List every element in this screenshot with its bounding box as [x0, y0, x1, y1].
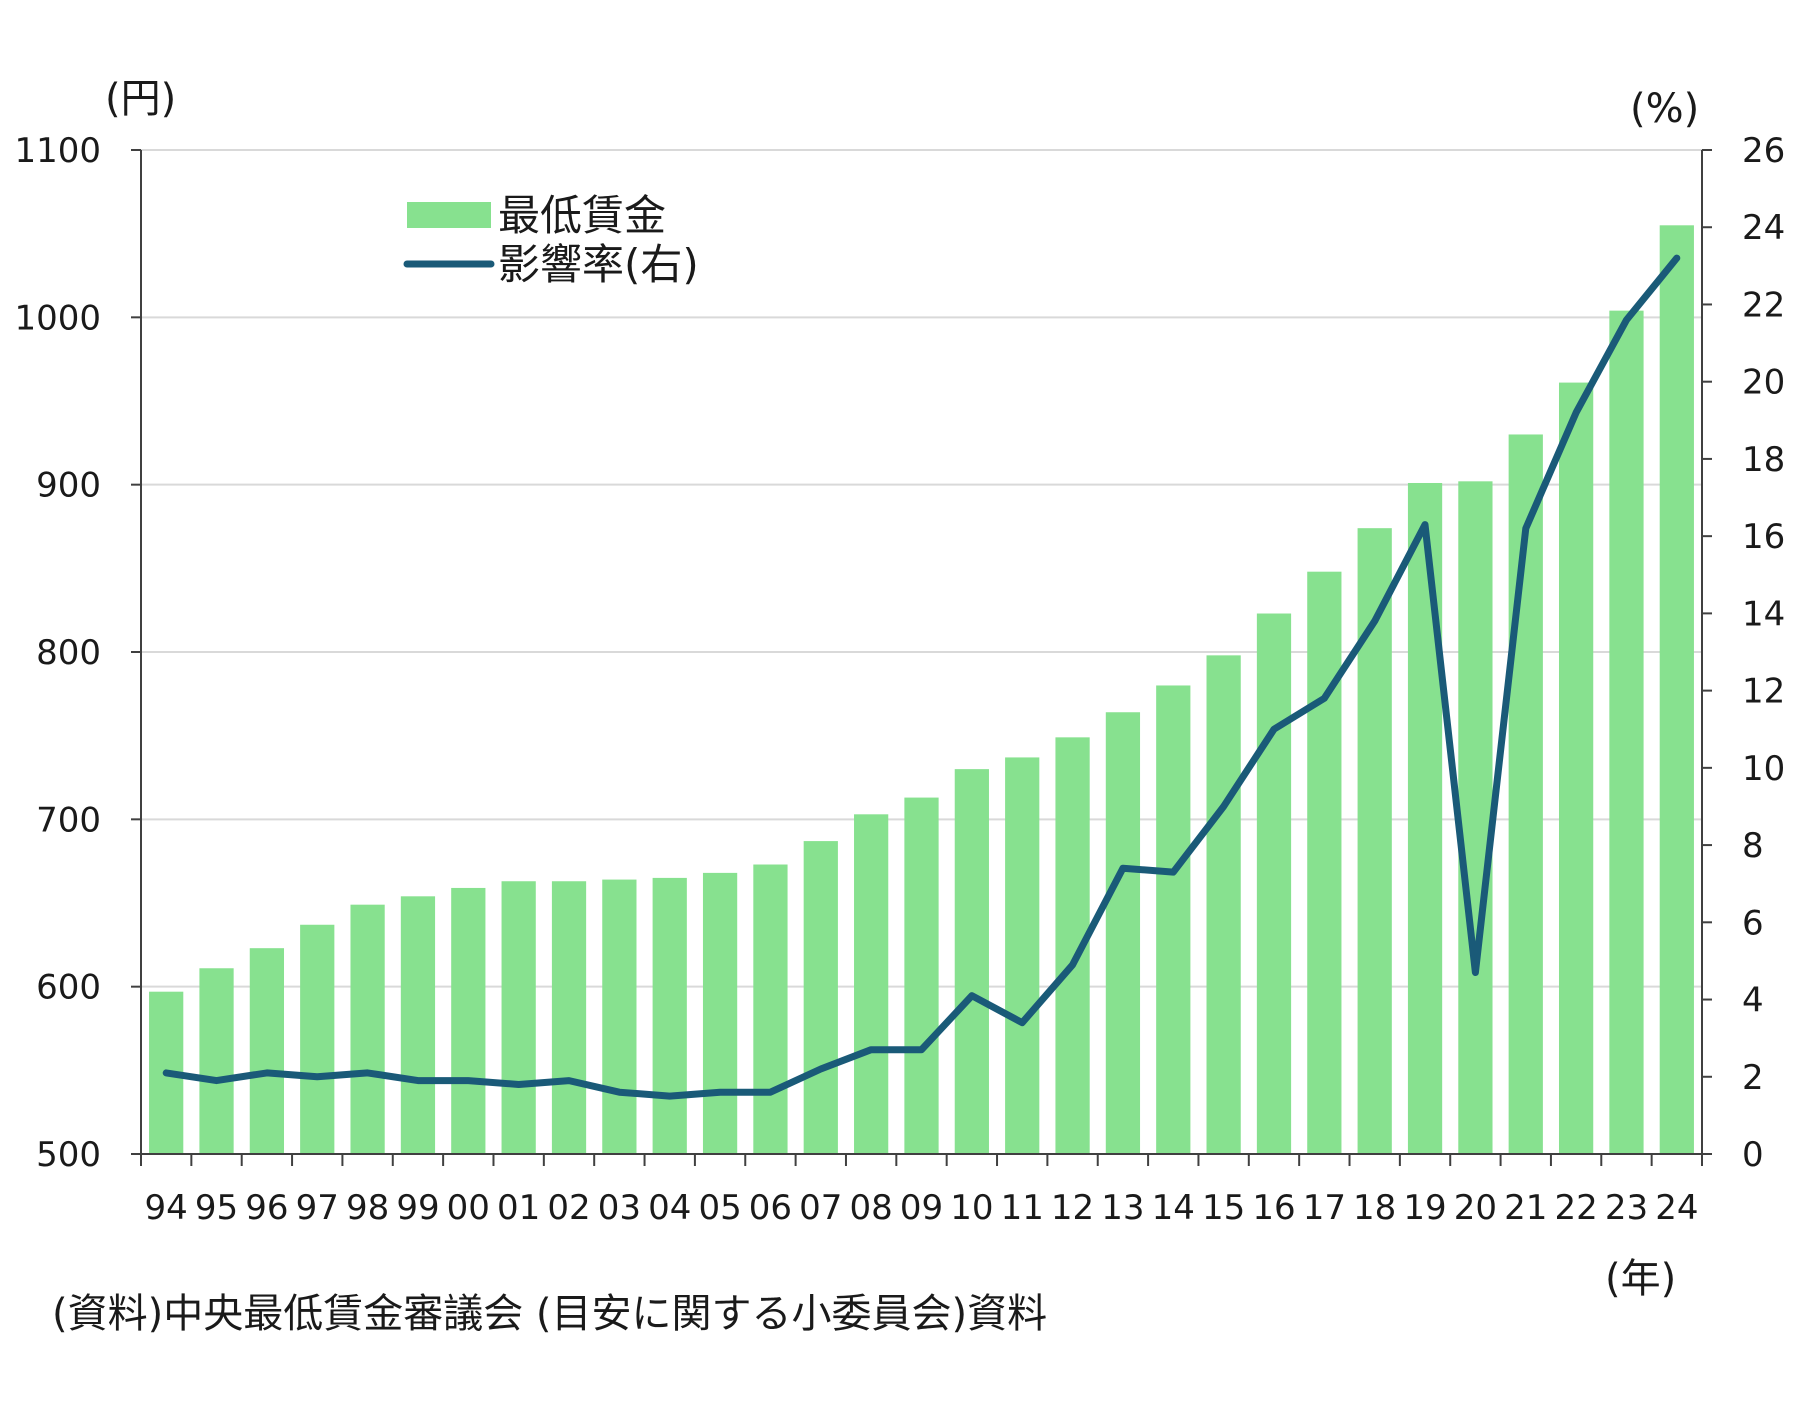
bar-series [149, 225, 1694, 1155]
right-tick-label: 8 [1742, 826, 1764, 866]
right-tick-label: 18 [1742, 440, 1785, 480]
left-tick-label: 600 [36, 968, 101, 1008]
left-axis-unit: (円) [105, 76, 176, 122]
bar [1256, 613, 1292, 1154]
left-tick-label: 1100 [14, 131, 101, 171]
line-series [162, 254, 1681, 1100]
bar [753, 864, 788, 1154]
left-axis-ticks: 500 600 700 800 900 1000 1100 [14, 131, 101, 1175]
bar [400, 896, 436, 1154]
x-tick-label: 14 [1152, 1188, 1195, 1228]
x-tick-label: 03 [598, 1188, 641, 1228]
x-tick-label: 06 [749, 1188, 792, 1228]
legend-line-label: 影響率(右) [498, 240, 699, 289]
x-tick-label: 22 [1554, 1188, 1597, 1228]
legend: 最低賃金 影響率(右) [403, 191, 699, 289]
x-tick-label: 21 [1504, 1188, 1547, 1228]
right-tick-label: 22 [1742, 285, 1785, 325]
bar [451, 887, 486, 1154]
left-tick-label: 700 [36, 800, 101, 840]
x-tick-label: 11 [1001, 1188, 1044, 1228]
impact-rate-line [162, 254, 1681, 1100]
x-tick-label: 10 [950, 1188, 993, 1228]
x-tick-label: 24 [1655, 1188, 1698, 1228]
right-tick-label: 0 [1742, 1135, 1764, 1175]
bar [501, 881, 536, 1154]
bar [1005, 757, 1040, 1154]
x-tick-label: 97 [296, 1188, 339, 1228]
right-tick-label: 16 [1742, 517, 1785, 557]
right-tick-label: 26 [1742, 131, 1785, 171]
bar [350, 904, 385, 1154]
right-tick-label: 6 [1742, 903, 1764, 943]
bar [551, 881, 587, 1154]
left-tick-label: 800 [36, 633, 101, 673]
x-tick-label: 20 [1454, 1188, 1497, 1228]
x-tick-label: 23 [1605, 1188, 1648, 1228]
bar [1659, 225, 1694, 1155]
right-tick-label: 10 [1742, 749, 1785, 789]
bar [904, 797, 939, 1154]
x-tick-label: 98 [346, 1188, 389, 1228]
bar [854, 814, 889, 1154]
right-tick-label: 24 [1742, 208, 1785, 248]
bar [803, 841, 838, 1154]
bar [300, 924, 335, 1154]
bar [954, 769, 989, 1154]
bar [652, 877, 687, 1154]
right-axis-unit: (%) [1630, 86, 1699, 132]
x-tick-label: 02 [547, 1188, 590, 1228]
x-tick-label: 16 [1252, 1188, 1295, 1228]
right-tick-label: 20 [1742, 363, 1785, 403]
x-tick-label: 17 [1303, 1188, 1346, 1228]
legend-bar-label: 最低賃金 [498, 191, 666, 240]
x-tick-label: 05 [698, 1188, 741, 1228]
left-tick-label: 1000 [14, 298, 101, 338]
legend-bar-swatch [407, 202, 491, 228]
bar [1156, 685, 1191, 1154]
right-tick-label: 2 [1742, 1058, 1764, 1098]
bar [1105, 712, 1141, 1154]
bar [1458, 481, 1493, 1154]
x-tick-label: 99 [396, 1188, 439, 1228]
right-tick-label: 4 [1742, 981, 1764, 1021]
bar [602, 879, 637, 1154]
left-tick-label: 900 [36, 466, 101, 506]
bar [1558, 382, 1594, 1154]
bar [199, 968, 234, 1154]
bar [1407, 482, 1443, 1154]
source-note: (資料)中央最低賃金審議会 (目安に関する小委員会)資料 [52, 1291, 1047, 1337]
right-tick-label: 12 [1742, 672, 1785, 712]
x-tick-label: 95 [195, 1188, 238, 1228]
axes [131, 149, 1712, 1166]
x-tick-label: 94 [145, 1188, 188, 1228]
x-tick-label: 09 [900, 1188, 943, 1228]
x-tick-label: 12 [1051, 1188, 1094, 1228]
right-tick-label: 14 [1742, 594, 1785, 634]
x-tick-label: 01 [497, 1188, 540, 1228]
x-tick-label: 96 [245, 1188, 288, 1228]
x-tick-label: 04 [648, 1188, 691, 1228]
x-tick-label: 18 [1353, 1188, 1396, 1228]
x-tick-label: 07 [799, 1188, 842, 1228]
x-tick-label: 19 [1403, 1188, 1446, 1228]
bar [1307, 571, 1342, 1154]
bar [1609, 310, 1644, 1154]
x-tick-label: 00 [447, 1188, 490, 1228]
bar [1206, 655, 1241, 1154]
x-tick-label: 08 [850, 1188, 893, 1228]
bar [702, 872, 738, 1154]
x-axis-ticks: 94 95 96 97 98 99 00 01 02 03 04 05 06 07 08 09 10 11 12 13… [145, 1188, 1699, 1228]
x-axis-unit: (年) [1605, 1256, 1676, 1302]
x-tick-label: 15 [1202, 1188, 1245, 1228]
x-tick-label: 13 [1101, 1188, 1144, 1228]
bar [249, 948, 285, 1154]
left-tick-label: 500 [36, 1135, 101, 1175]
